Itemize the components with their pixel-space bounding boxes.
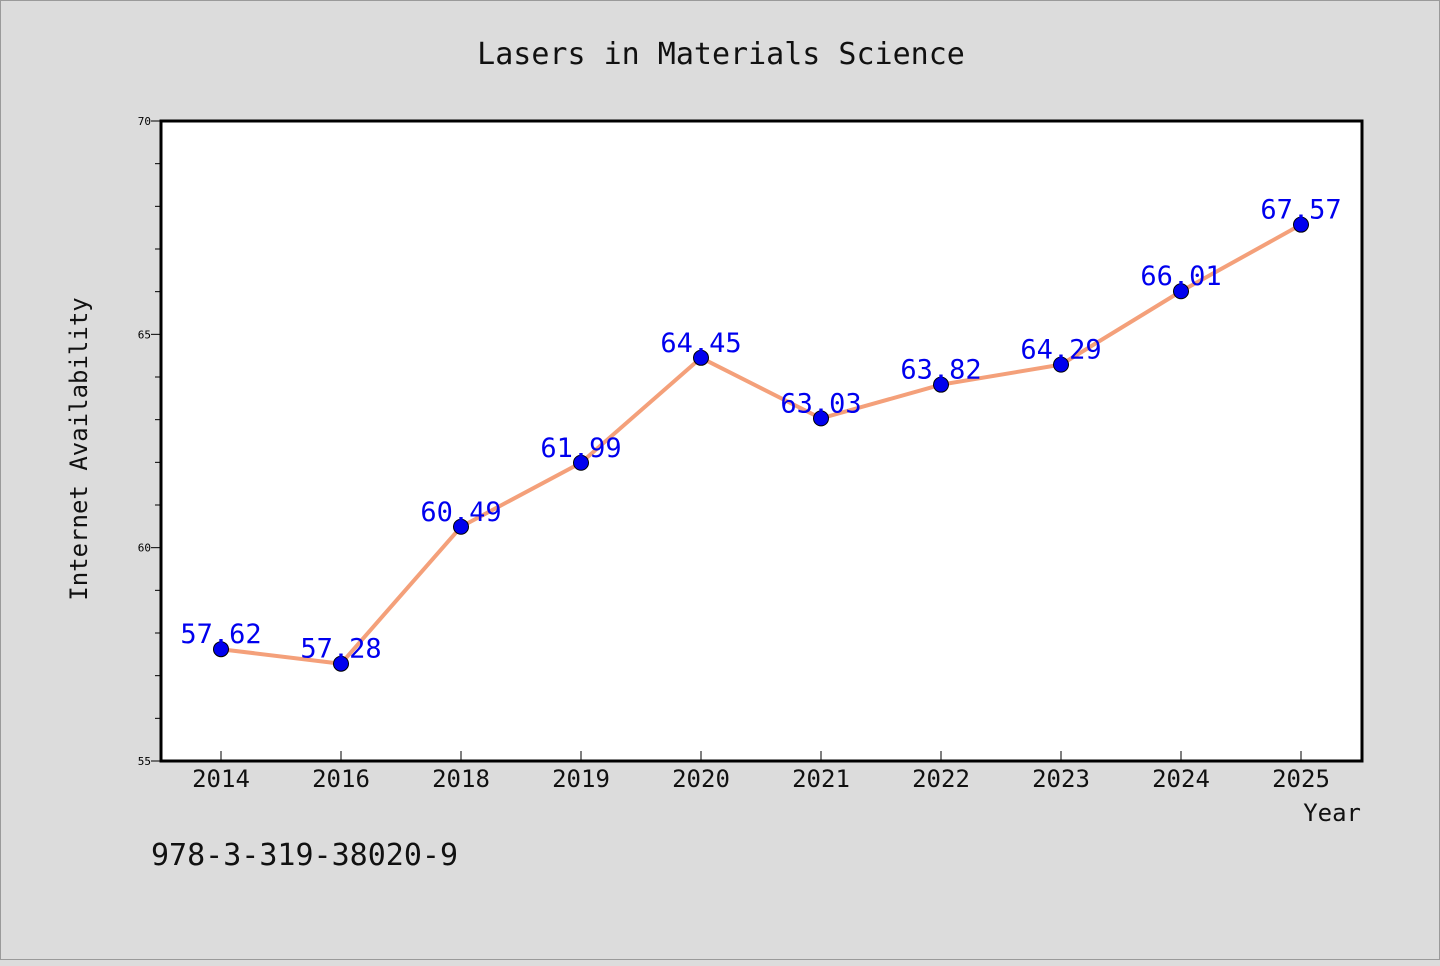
y-tick-label: 70 <box>138 115 151 128</box>
x-tick-label: 2014 <box>192 765 250 793</box>
data-label: 57.28 <box>300 634 381 665</box>
data-point <box>573 454 589 471</box>
series-group: 57.62 57.28 60.49 61.99 64.45 63.03 63.82 64.29… <box>180 195 1342 672</box>
data-point <box>1053 356 1069 373</box>
plot-area <box>159 119 1364 763</box>
data-point <box>1293 216 1309 233</box>
y-tick-label: 65 <box>138 328 151 341</box>
x-axis-label: Year <box>1303 799 1361 827</box>
data-label: 61.99 <box>540 433 621 464</box>
x-tick-label: 2019 <box>552 765 610 793</box>
data-point <box>453 518 469 535</box>
data-label: 67.57 <box>1260 195 1341 226</box>
data-point <box>813 410 829 427</box>
data-point <box>333 655 349 672</box>
data-point <box>213 641 229 658</box>
x-tick-label: 2023 <box>1032 765 1090 793</box>
data-point <box>693 349 709 366</box>
x-tick-label: 2025 <box>1272 765 1330 793</box>
x-axis: 2014 2016 2018 2019 2020 2021 2022 2023 2024 2025 <box>192 751 1330 793</box>
chart-title: Lasers in Materials Science <box>477 37 965 72</box>
x-tick-label: 2018 <box>432 765 490 793</box>
x-tick-label: 2024 <box>1152 765 1210 793</box>
y-tick-label: 60 <box>138 542 151 555</box>
data-point <box>933 376 949 393</box>
y-axis: 55 60 65 70 <box>138 115 161 768</box>
x-tick-label: 2021 <box>792 765 850 793</box>
isbn-label: 978-3-319-38020-9 <box>151 838 458 873</box>
x-tick-label: 2016 <box>312 765 370 793</box>
data-point <box>1173 283 1189 300</box>
data-label: 63.82 <box>900 355 981 386</box>
data-label: 63.03 <box>780 388 861 419</box>
y-tick-label: 55 <box>138 755 151 768</box>
x-tick-label: 2022 <box>912 765 970 793</box>
series-line <box>219 222 1303 666</box>
x-tick-label: 2020 <box>672 765 730 793</box>
data-label: 60.49 <box>420 497 501 528</box>
data-label: 64.45 <box>660 328 741 359</box>
data-label: 66.01 <box>1140 261 1221 292</box>
y-axis-label: Internet Availability <box>65 297 93 600</box>
data-label: 64.29 <box>1020 335 1101 366</box>
data-label: 57.62 <box>180 619 261 650</box>
